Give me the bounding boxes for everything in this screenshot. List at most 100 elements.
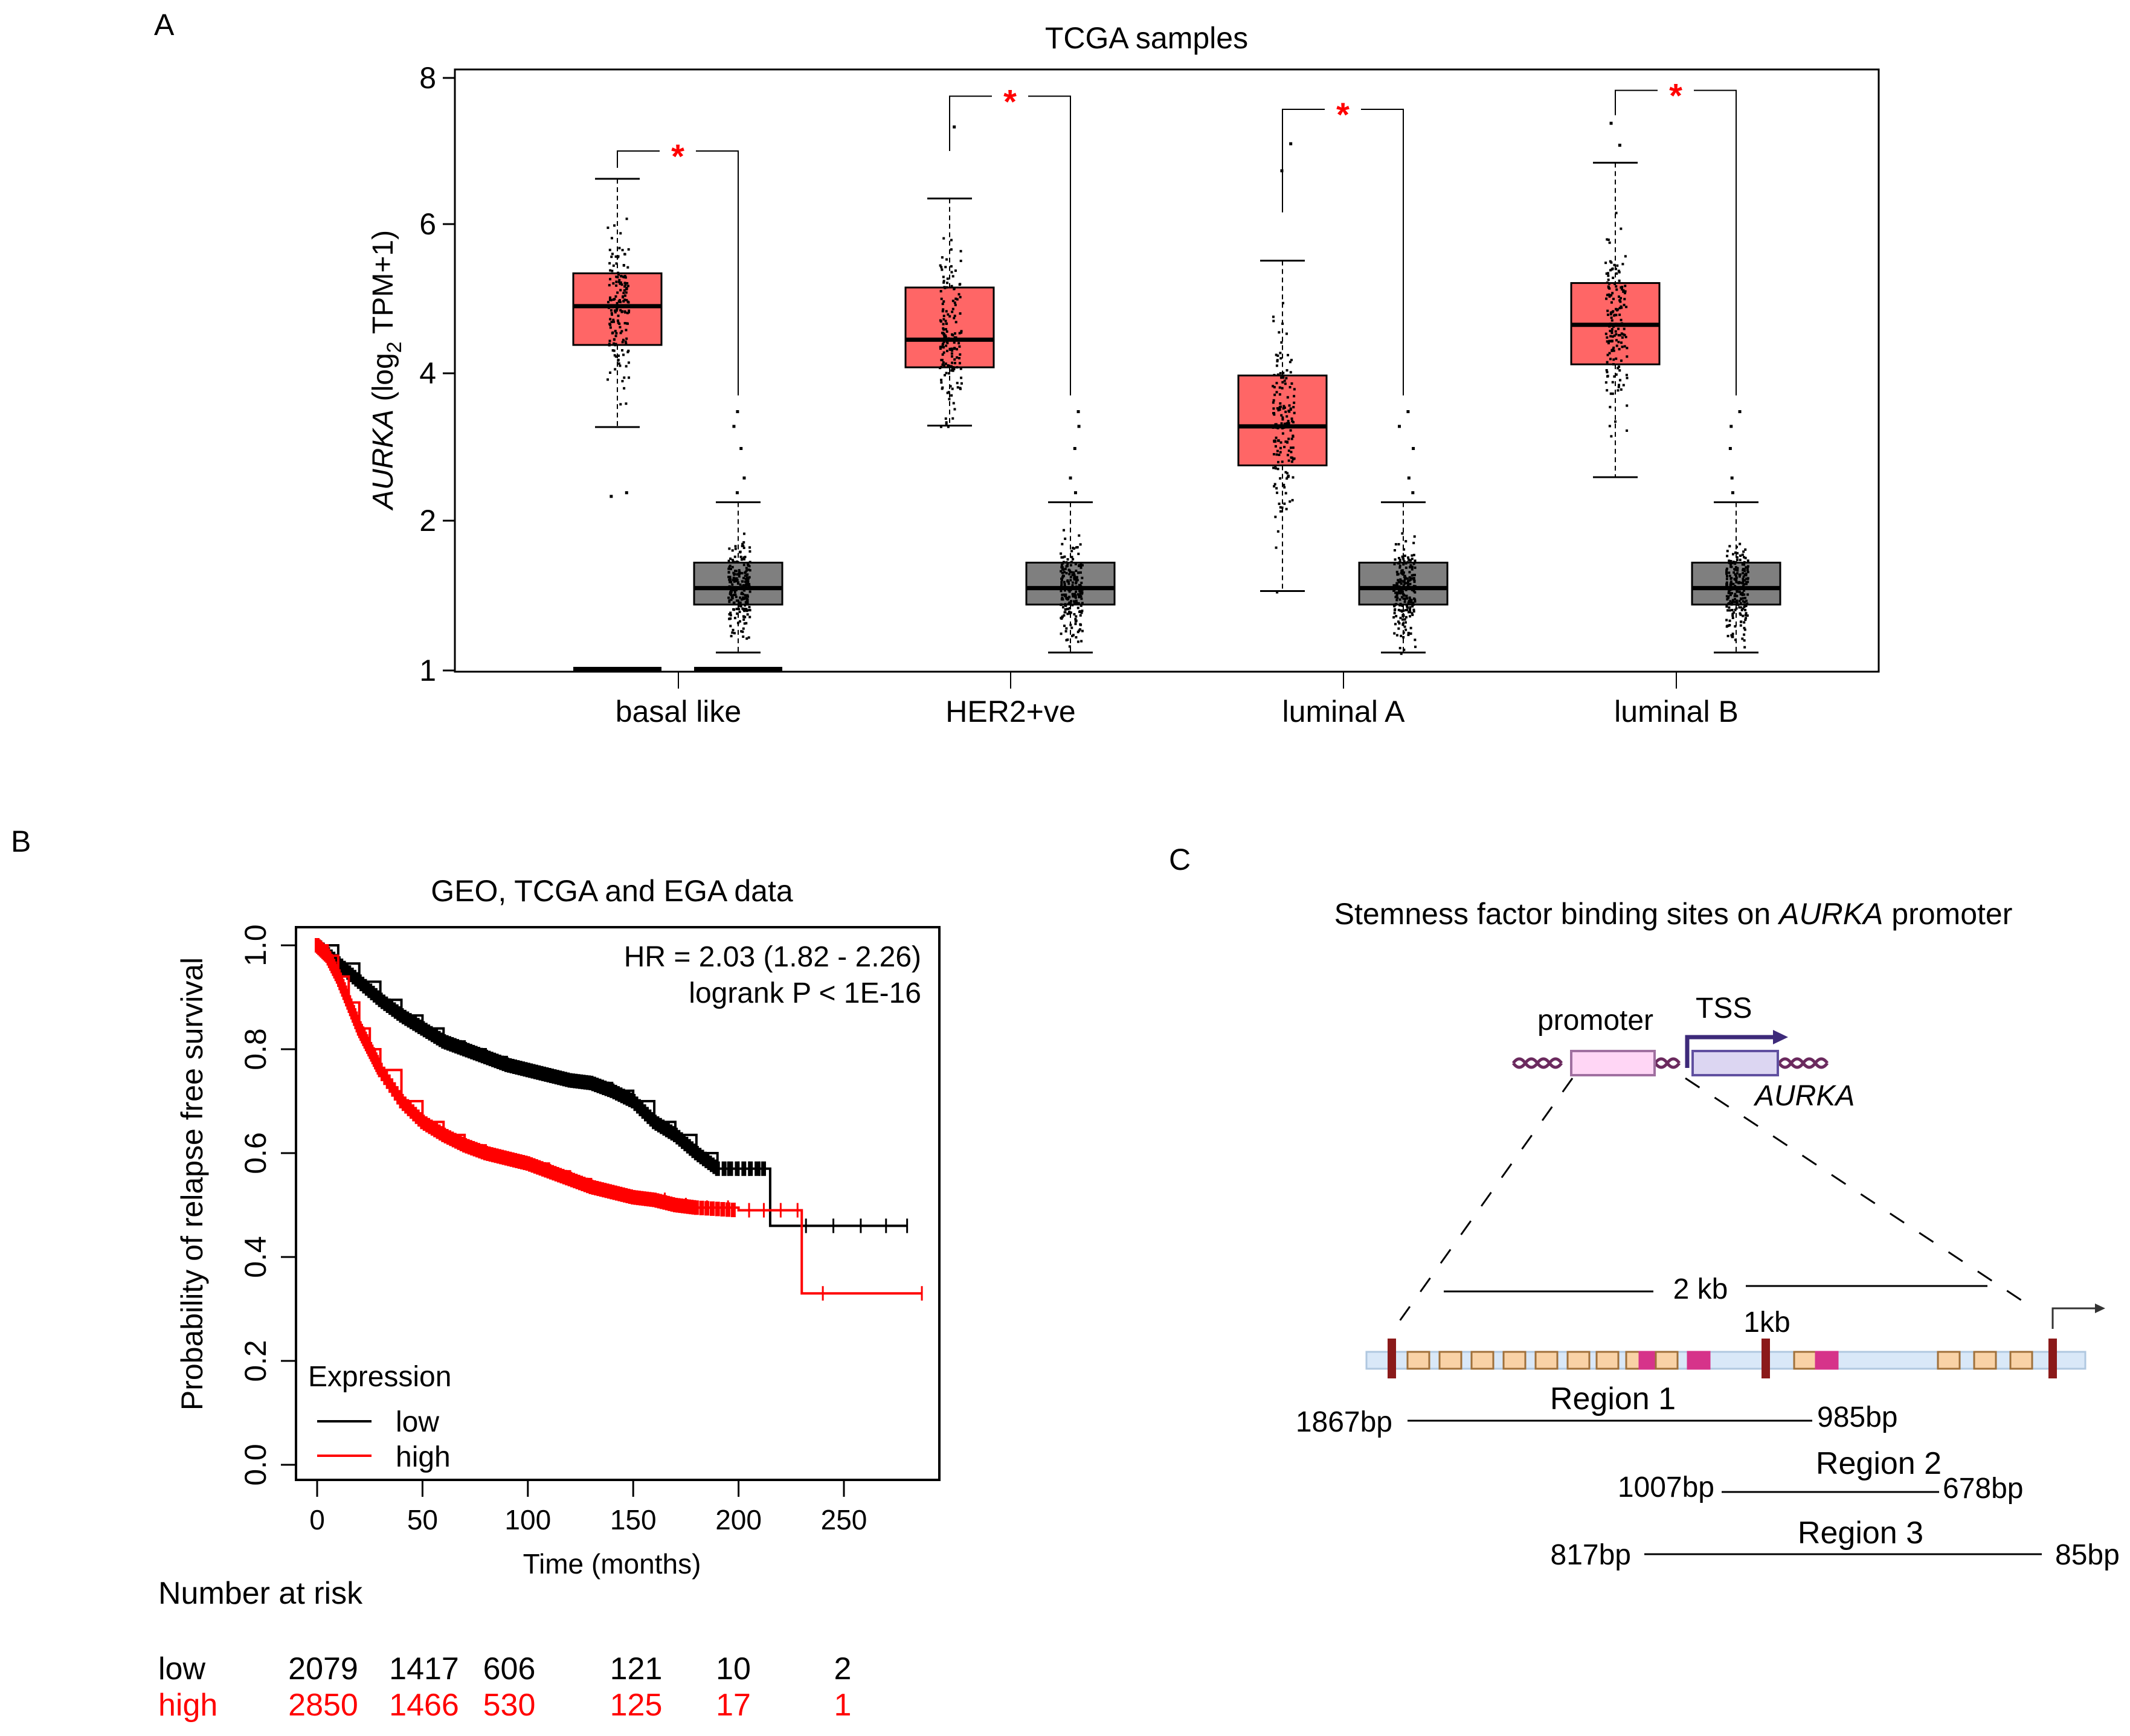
data-point — [1070, 626, 1073, 629]
risk-table-title: Number at risk — [158, 1576, 363, 1611]
data-point — [1074, 596, 1077, 599]
data-point — [1729, 560, 1733, 563]
data-point — [1276, 449, 1279, 452]
data-point — [1741, 637, 1744, 640]
data-point — [608, 296, 611, 299]
data-point — [1726, 555, 1729, 558]
data-point — [951, 307, 954, 310]
data-point — [1733, 571, 1736, 574]
data-point — [741, 571, 744, 574]
data-point — [737, 599, 740, 602]
data-point — [1622, 384, 1625, 387]
data-point — [945, 322, 948, 325]
data-point — [941, 363, 944, 366]
data-point — [1746, 571, 1749, 574]
data-point — [1617, 367, 1620, 370]
data-point — [614, 344, 617, 347]
data-point — [1401, 622, 1404, 625]
data-point — [1060, 617, 1063, 620]
data-point — [1728, 609, 1731, 612]
data-point — [738, 620, 741, 623]
data-point — [1286, 454, 1289, 457]
data-point — [742, 558, 745, 561]
data-point — [942, 361, 945, 364]
data-point — [1287, 410, 1290, 413]
data-point — [1620, 297, 1623, 300]
data-point — [736, 622, 739, 625]
data-point — [1283, 486, 1286, 489]
data-point — [615, 309, 618, 312]
data-point — [1743, 579, 1746, 582]
panel-label-c: C — [1169, 843, 1191, 876]
data-point — [943, 286, 946, 289]
data-point — [1276, 373, 1279, 376]
data-point — [1078, 534, 1081, 537]
data-point — [742, 616, 745, 619]
data-point — [1078, 629, 1081, 632]
data-point — [960, 376, 963, 379]
data-point — [617, 280, 620, 283]
data-point — [1406, 580, 1409, 583]
data-point — [959, 283, 962, 286]
data-point — [1078, 610, 1081, 613]
promoter-diagram: Stemness factor binding sites on AURKA p… — [1296, 897, 2120, 1571]
outlier-point — [625, 491, 628, 495]
data-point — [1275, 453, 1278, 456]
data-point — [1621, 346, 1624, 349]
data-point — [1614, 268, 1617, 271]
data-point — [747, 577, 750, 580]
data-point — [1276, 439, 1279, 442]
data-point — [622, 295, 625, 298]
data-point — [1725, 572, 1728, 575]
data-point — [1620, 318, 1623, 321]
data-point — [1405, 594, 1408, 597]
data-point — [1409, 598, 1412, 601]
data-point — [1604, 332, 1607, 335]
significance-star-icon: * — [1669, 77, 1682, 115]
boxplot-boxes: * * * * — [572, 77, 1781, 672]
data-point — [1617, 295, 1620, 298]
data-point — [1293, 411, 1296, 414]
data-point — [1615, 339, 1618, 342]
data-point — [747, 568, 750, 571]
data-point — [1609, 313, 1612, 316]
data-point — [1290, 437, 1293, 440]
y-tick-label: 0.4 — [239, 1236, 272, 1278]
region-2-name: Region 2 — [1816, 1446, 1942, 1481]
data-point — [1394, 596, 1397, 599]
data-point — [746, 603, 749, 606]
data-point — [1060, 583, 1063, 586]
outlier-point — [739, 447, 743, 450]
data-point — [1401, 573, 1404, 576]
data-point — [944, 374, 947, 377]
data-point — [1282, 371, 1285, 375]
data-point — [1742, 580, 1745, 583]
outlier-point — [1728, 447, 1732, 450]
data-point — [1401, 590, 1404, 593]
data-point — [1626, 429, 1629, 432]
data-point — [1061, 556, 1064, 559]
region-1-start: 1867bp — [1296, 1406, 1392, 1438]
data-point — [1403, 576, 1406, 579]
data-point — [1731, 612, 1734, 616]
data-point — [625, 365, 628, 368]
data-point — [1292, 435, 1295, 438]
data-point — [1734, 625, 1737, 628]
box-tumor — [1570, 121, 1661, 478]
x-tick-label: 0 — [309, 1504, 325, 1535]
data-point — [947, 425, 950, 428]
data-point — [1739, 581, 1742, 584]
data-point — [1739, 612, 1742, 615]
binding-site — [1973, 1351, 1997, 1370]
data-point — [612, 282, 615, 285]
data-point — [747, 564, 750, 567]
data-point — [627, 310, 630, 313]
data-point — [1073, 573, 1076, 576]
data-point — [626, 350, 629, 353]
data-point — [735, 608, 738, 611]
data-point — [729, 576, 732, 579]
data-point — [732, 571, 735, 574]
data-point — [1278, 331, 1281, 334]
data-point — [1399, 592, 1402, 595]
outlier-point — [1411, 491, 1415, 495]
